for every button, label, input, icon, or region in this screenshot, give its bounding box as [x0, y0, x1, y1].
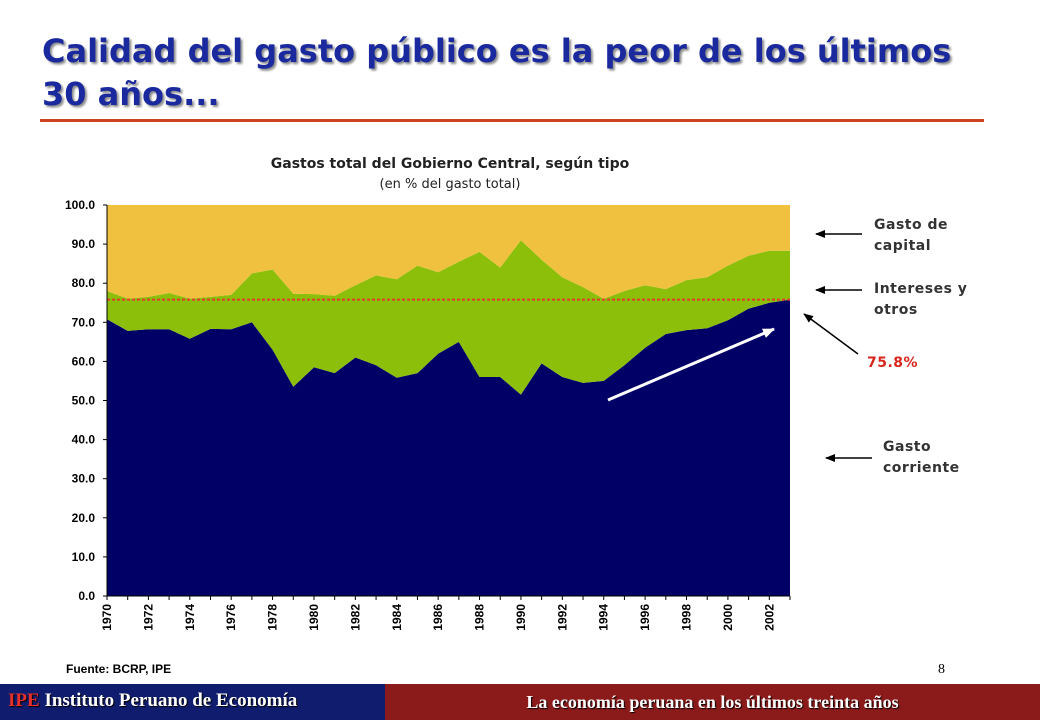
- legend-gasto-capital: Gasto de capital: [874, 217, 948, 254]
- y-tick-label: 70.0: [72, 315, 96, 329]
- x-tick-label: 1978: [266, 604, 280, 631]
- area-gasto-corriente: [107, 299, 790, 596]
- source-note: Fuente: BCRP, IPE: [66, 662, 172, 676]
- y-tick-label: 100.0: [65, 198, 95, 212]
- slide-title: Calidad del gasto público es la peor de …: [42, 32, 952, 113]
- chart-subtitle: (en % del gasto total): [379, 177, 521, 192]
- annotation-percentage: 75.8%: [867, 355, 919, 371]
- chart-title: Gastos total del Gobierno Central, según…: [270, 156, 630, 172]
- y-tick-label: 0.0: [78, 589, 95, 603]
- arrows-layer: [607, 230, 872, 462]
- area-gasto-capital: [107, 205, 790, 299]
- y-tick-label: 60.0: [72, 354, 96, 368]
- y-tick-label: 20.0: [72, 511, 96, 525]
- x-tick-label: 2002: [762, 604, 776, 631]
- footer-org-name: Instituto Peruano de Economía: [44, 690, 298, 711]
- axes-layer: 0.0 10.0 20.0 30.0 40.0 50.0 60.0 70.0 80.0 90.0 1…: [65, 198, 791, 631]
- area-intereses-otros: [107, 240, 790, 395]
- y-tick-label: 50.0: [72, 394, 96, 408]
- x-tick-label: 1986: [431, 604, 445, 631]
- x-tick-label: 2000: [721, 604, 735, 631]
- area-layer: [107, 205, 790, 596]
- x-tick-label: 1980: [307, 604, 321, 631]
- footer-tagline: La economía peruana en los últimos trein…: [526, 692, 899, 712]
- x-tick-label: 1976: [224, 604, 238, 631]
- x-tick-label: 1994: [597, 604, 611, 631]
- legend-intereses-otros: Intereses y otros: [874, 281, 968, 318]
- x-tick-label: 1990: [514, 604, 528, 631]
- title-underline: [40, 119, 984, 122]
- footer-organization: IPE Instituto Peruano de Economía: [8, 690, 297, 712]
- x-tick-label: 1992: [555, 604, 569, 631]
- trend-arrow: [607, 327, 775, 402]
- x-tick-label: 1974: [183, 604, 197, 631]
- footer-left-bar: [0, 684, 385, 720]
- x-tick-label: 1982: [348, 604, 362, 631]
- y-tick-label: 30.0: [72, 472, 96, 486]
- x-tick-label: 1972: [141, 604, 155, 631]
- footer-org-acronym: IPE: [8, 690, 40, 711]
- y-tick-label: 90.0: [72, 237, 96, 251]
- y-tick-label: 40.0: [72, 433, 96, 447]
- x-tick-label: 1996: [638, 604, 652, 631]
- x-tick-label: 1998: [680, 604, 694, 631]
- page-number: 8: [938, 662, 945, 677]
- footer-right-bar: [385, 684, 1040, 720]
- arrow-annotation: [803, 313, 859, 355]
- y-tick-label: 10.0: [72, 550, 96, 564]
- y-tick-label: 80.0: [72, 276, 96, 290]
- x-tick-label: 1984: [390, 604, 404, 631]
- x-tick-label: 1988: [473, 604, 487, 631]
- x-tick-label: 1970: [100, 604, 114, 631]
- legend-gasto-corriente: Gasto corriente: [883, 439, 960, 476]
